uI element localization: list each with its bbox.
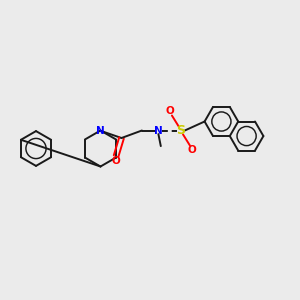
Text: O: O [188,145,197,155]
Text: S: S [176,124,185,137]
Text: N: N [96,125,105,136]
Text: O: O [165,106,174,116]
Text: O: O [112,156,121,167]
Text: N: N [154,125,163,136]
